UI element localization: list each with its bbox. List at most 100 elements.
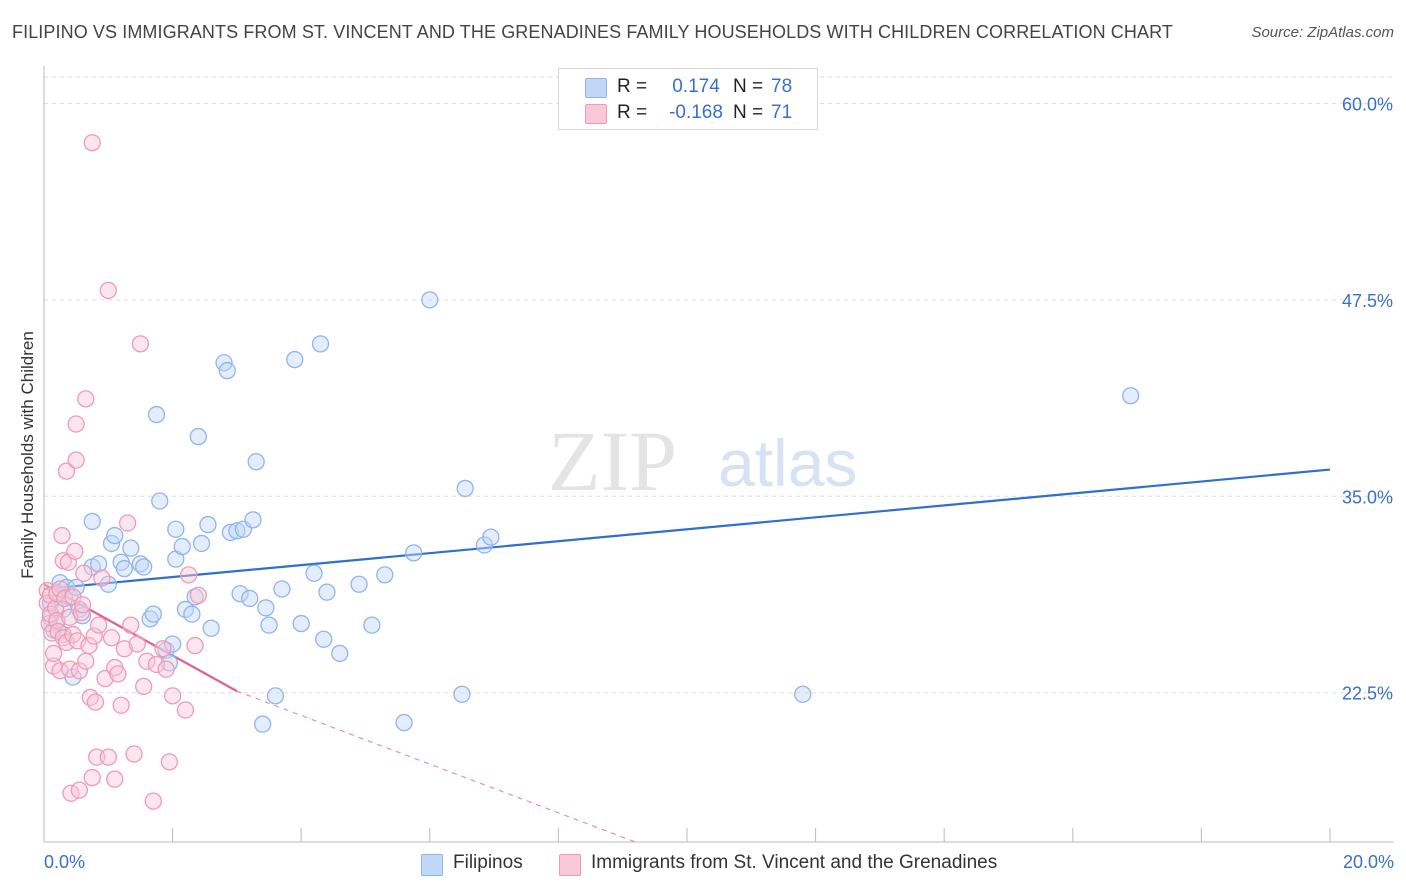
filipino-point xyxy=(453,685,471,703)
immigrant-point xyxy=(83,768,101,787)
filipino-point xyxy=(305,564,323,582)
filipino-point xyxy=(192,534,211,553)
filipino-point xyxy=(253,715,272,733)
filipino-point xyxy=(99,575,117,593)
watermark-zip: ZIP xyxy=(548,413,677,509)
filipino-point xyxy=(231,585,249,603)
immigrant-point xyxy=(81,688,99,707)
immigrant-point xyxy=(70,781,89,799)
immigrant-point xyxy=(66,542,84,560)
immigrant-point xyxy=(38,581,56,600)
filipino-point xyxy=(363,616,381,634)
immigrant-point xyxy=(67,451,85,469)
immigrant-point xyxy=(154,640,172,658)
immigrant-point xyxy=(85,627,103,645)
filipino-point xyxy=(315,630,333,648)
filipino-point xyxy=(1122,387,1140,405)
filipino-trend-line xyxy=(43,468,1331,591)
r-label: R = xyxy=(617,102,648,123)
y-tick-label: 47.5% xyxy=(1342,291,1393,311)
immigrant-point xyxy=(160,753,179,771)
immigrant-point xyxy=(102,629,121,647)
immigrant-point xyxy=(186,636,204,655)
source-label: Source: ZipAtlas.com xyxy=(1251,24,1394,41)
filipino-point xyxy=(405,544,423,562)
filipino-point xyxy=(482,528,500,546)
immigrant-point xyxy=(96,669,114,688)
immigrant-point xyxy=(83,134,101,152)
immigrant-point xyxy=(53,526,71,545)
immigrant-point xyxy=(86,693,105,711)
immigrant-point xyxy=(75,564,93,582)
filipino-point xyxy=(57,578,76,597)
immigrant-point xyxy=(109,665,127,683)
immigrant-point xyxy=(180,566,198,584)
legend-swatch-blue xyxy=(421,854,443,876)
immigrant-point xyxy=(99,281,117,300)
immigrant-point xyxy=(77,652,95,670)
filipino-point xyxy=(115,559,134,578)
immigrant-point xyxy=(176,701,195,719)
stats-box: R = 0.174 N = 78 R = -0.168 N = 71 xyxy=(558,68,818,130)
filipino-point xyxy=(147,405,166,424)
filipino-point xyxy=(318,583,336,601)
immigrant-point xyxy=(57,462,76,480)
immigrant-point xyxy=(51,580,69,598)
filipino-point xyxy=(794,685,812,703)
filipino-point xyxy=(90,555,108,573)
filipino-point xyxy=(122,539,140,557)
watermark-atlas: atlas xyxy=(718,426,857,500)
filipino-point xyxy=(151,492,169,510)
immigrant-trend-extension xyxy=(236,690,636,843)
y-tick-label: 35.0% xyxy=(1342,487,1393,507)
r-value: -0.168 xyxy=(669,102,723,123)
immigrant-point xyxy=(135,677,153,696)
filipino-point xyxy=(456,479,474,498)
filipino-point xyxy=(292,614,310,633)
immigrant-point xyxy=(70,662,89,680)
immigrant-point xyxy=(138,652,156,670)
immigrant-point xyxy=(189,586,207,604)
immigrant-point xyxy=(54,629,72,647)
filipino-point xyxy=(286,350,304,369)
filipino-point xyxy=(173,537,191,556)
filipino-point xyxy=(218,361,236,380)
filipino-point xyxy=(350,575,368,593)
immigrant-point xyxy=(112,696,130,714)
watermark: ZIP atlas xyxy=(548,413,857,509)
immigrant-point xyxy=(106,770,124,788)
immigrant-point xyxy=(80,636,98,655)
stats-swatch-blue xyxy=(585,78,607,98)
immigrant-point xyxy=(115,640,134,658)
filipino-point xyxy=(163,635,182,653)
filipino-point xyxy=(241,589,259,608)
filipino-point xyxy=(189,427,207,446)
immigrant-point xyxy=(131,335,150,353)
y-tick-label: 60.0% xyxy=(1342,94,1393,114)
filipino-point xyxy=(266,687,285,705)
filipino-point xyxy=(260,616,278,634)
r-label: R = xyxy=(617,76,648,97)
filipino-point xyxy=(395,713,413,732)
filipino-point xyxy=(141,610,159,628)
filipino-point xyxy=(221,523,240,542)
n-value: 71 xyxy=(771,102,793,123)
filipino-point xyxy=(83,512,101,531)
y-tick-label: 22.5% xyxy=(1342,684,1393,704)
filipino-point xyxy=(244,511,262,529)
immigrant-point xyxy=(125,745,143,763)
immigrant-point xyxy=(118,514,137,532)
immigrant-point xyxy=(147,655,166,674)
immigrant-point xyxy=(163,687,182,705)
filipino-point xyxy=(247,453,265,471)
immigrant-point xyxy=(157,660,175,678)
filipino-point xyxy=(199,515,217,534)
immigrant-point xyxy=(90,616,108,634)
data-points xyxy=(38,134,1140,810)
x-tick-label-max: 20.0% xyxy=(1342,852,1394,872)
legend: Filipinos Immigrants from St. Vincent an… xyxy=(0,852,1406,878)
filipino-point xyxy=(331,644,349,663)
immigrant-point xyxy=(93,569,111,587)
n-label: N = xyxy=(733,102,764,123)
filipino-point xyxy=(167,520,185,538)
